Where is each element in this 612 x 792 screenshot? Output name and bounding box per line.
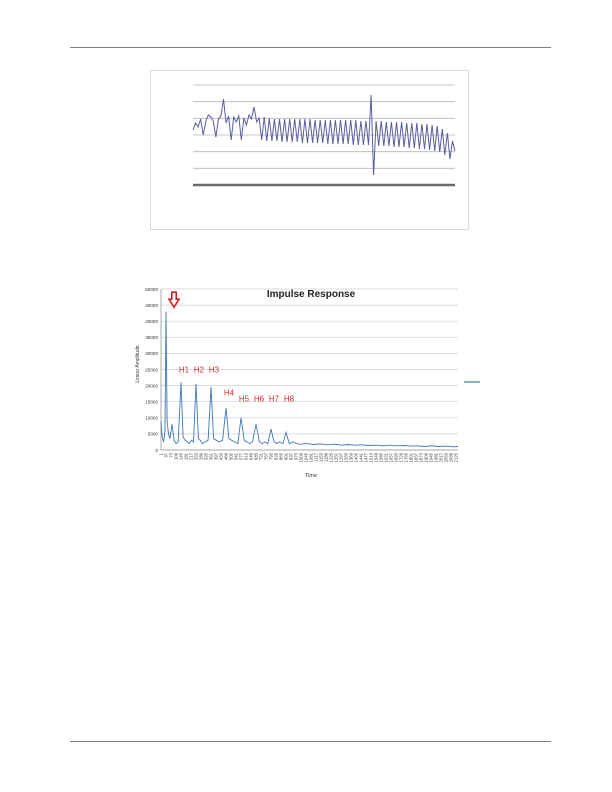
harmonic-labels: H1 H2 H3 H4 H5 H6 H7 H8 [179, 366, 295, 404]
x-tick-label: 37 [164, 452, 169, 457]
x-tick-label: 1729 [398, 452, 403, 462]
x-tick-label: 541 [234, 452, 239, 460]
harmonic-label-h7: H7 [269, 395, 280, 404]
x-tick-label: 1585 [378, 452, 383, 462]
x-tick-label: 1 [159, 452, 164, 455]
chart-title: Impulse Response [267, 289, 356, 300]
x-tick-label: 649 [249, 452, 254, 460]
x-tick-label: 145 [179, 452, 184, 460]
x-tick-label: 1297 [338, 452, 343, 462]
x-tick-label: 1873 [418, 452, 423, 462]
x-tick-label: 685 [254, 452, 259, 460]
y-tick-label: 0 [155, 448, 158, 453]
y-axis-label: Linear Amplitude [135, 345, 141, 382]
harmonic-label-h1: H1 [179, 366, 190, 375]
x-tick-label: 1837 [413, 452, 418, 462]
x-tick-label: 1441 [358, 452, 363, 462]
x-tick-label: 577 [239, 452, 244, 460]
x-tick-label: 937 [289, 452, 294, 460]
harmonic-label-h4: H4 [224, 388, 235, 397]
x-tick-label: 73 [169, 452, 174, 457]
x-tick-label: 1405 [353, 452, 358, 462]
x-tick-label: 1945 [428, 452, 433, 462]
x-tick-label: 1225 [329, 452, 334, 462]
y-tick-label: 15000 [145, 400, 158, 405]
x-tick-label: 865 [279, 452, 284, 460]
x-tick-label: 1621 [383, 452, 388, 462]
x-tick-label: 469 [224, 452, 229, 460]
harmonic-label-h8: H8 [284, 395, 295, 404]
x-tick-label: 1189 [324, 452, 329, 462]
waveform-gridlines [193, 84, 455, 187]
y-tick-labels: 0 5000 10000 15000 20000 25000 30000 35000 40000… [145, 287, 158, 453]
harmonic-label-h5: H5 [239, 395, 250, 404]
x-tick-label: 1693 [393, 452, 398, 462]
y-tick-label: 35000 [145, 335, 158, 340]
x-tick-label: 1549 [373, 452, 378, 462]
x-tick-label: 1261 [334, 452, 339, 462]
x-tick-label: 1981 [433, 452, 438, 462]
x-tick-label: 1369 [348, 452, 353, 462]
x-tick-label: 2125 [453, 452, 458, 462]
impulse-line [160, 311, 459, 448]
x-tick-label: 829 [274, 452, 279, 460]
impulse-gridlines [160, 288, 458, 451]
waveform-series [192, 94, 456, 176]
x-tick-label: 217 [189, 452, 194, 460]
x-tick-label: 325 [204, 452, 209, 460]
y-tick-label: 5000 [148, 432, 159, 437]
x-tick-label: 1477 [363, 452, 368, 462]
x-tick-label: 2089 [448, 452, 453, 462]
x-tick-label: 1513 [368, 452, 373, 462]
waveform-chart [150, 70, 469, 230]
waveform-plot [192, 84, 456, 187]
x-tick-label: 757 [264, 452, 269, 460]
impulse-response-plot: 0 5000 10000 15000 20000 25000 30000 35000 40000… [135, 287, 480, 479]
x-tick-label: 253 [194, 452, 199, 460]
x-tick-label: 2017 [438, 452, 443, 462]
x-tick-label: 2053 [443, 452, 448, 462]
y-tick-label: 30000 [145, 351, 158, 356]
impulse-response-chart: 0 5000 10000 15000 20000 25000 30000 35000 40000… [128, 278, 500, 480]
x-tick-labels: 1 37 73 109 145 181 217 253 289 325 361 397 433 469 50… [159, 452, 459, 462]
x-axis-label: Time [305, 473, 317, 479]
y-tick-label: 20000 [145, 383, 158, 388]
x-tick-label: 1081 [309, 452, 314, 462]
x-tick-label: 505 [229, 452, 234, 460]
arrow-down-icon [167, 291, 181, 309]
x-tick-label: 109 [174, 452, 179, 460]
x-tick-label: 721 [259, 452, 264, 460]
y-tick-label: 45000 [145, 303, 158, 308]
header-rule [70, 47, 551, 48]
y-tick-label: 25000 [145, 367, 158, 372]
x-tick-label: 901 [284, 452, 289, 460]
x-tick-label: 1045 [304, 452, 309, 462]
x-tick-label: 361 [209, 452, 214, 460]
x-tick-label: 1009 [299, 452, 304, 462]
y-tick-label: 50000 [145, 287, 158, 292]
x-tick-label: 1909 [423, 452, 428, 462]
y-tick-label: 10000 [145, 416, 158, 421]
x-tick-label: 1153 [319, 452, 324, 462]
direct-sound-arrow [167, 291, 181, 309]
x-tick-label: 1765 [403, 452, 408, 462]
impulse-series [160, 311, 459, 448]
x-tick-label: 1333 [343, 452, 348, 462]
waveform-line [192, 94, 456, 176]
footer-rule [70, 741, 551, 742]
x-tick-label: 397 [214, 452, 219, 460]
x-tick-label: 1657 [388, 452, 393, 462]
y-tick-label: 40000 [145, 319, 158, 324]
x-tick-label: 289 [199, 452, 204, 460]
harmonic-label-h3: H3 [209, 366, 220, 375]
x-tick-label: 1117 [314, 452, 319, 461]
x-tick-label: 793 [269, 452, 274, 460]
x-tick-label: 613 [244, 452, 249, 460]
x-tick-label: 433 [219, 452, 224, 460]
x-tick-label: 181 [184, 452, 189, 460]
x-tick-label: 1801 [408, 452, 413, 462]
harmonic-label-h2: H2 [194, 366, 205, 375]
harmonic-label-h6: H6 [254, 395, 265, 404]
x-tick-label: 973 [294, 452, 299, 460]
